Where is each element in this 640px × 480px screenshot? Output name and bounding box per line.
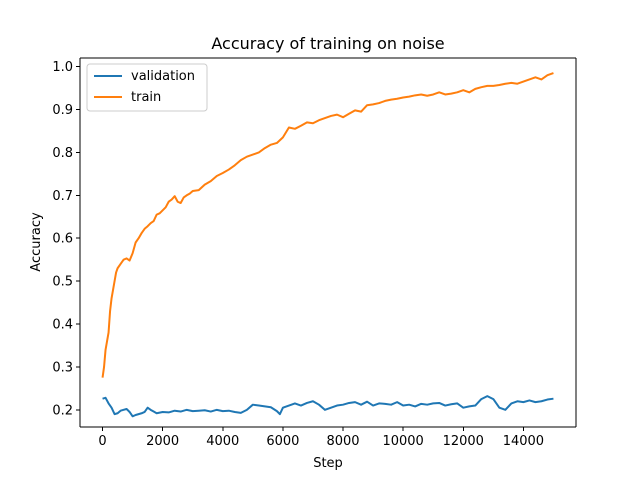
x-tick-label: 8000 [326,434,359,449]
tick-layer: 0 2000 4000 6000 8000 10000 12000 14000 0.2 0.3 0.… [52,60,544,449]
y-tick-label: 0.7 [52,189,73,204]
x-tick-label: 0 [98,434,106,449]
x-axis-label: Step [313,456,343,471]
legend-label-train: train [131,90,161,105]
y-tick-label: 0.8 [52,146,73,161]
chart-title: Accuracy of training on noise [211,34,444,53]
y-tick-label: 1.0 [52,60,73,75]
series-line-train [101,72,554,378]
x-tick-label: 2000 [146,434,179,449]
data-layer [101,72,554,418]
y-tick-label: 0.3 [52,360,73,375]
y-tick-label: 0.6 [52,232,73,247]
y-tick-label: 0.9 [52,103,73,118]
x-tick-label: 10000 [382,434,423,449]
y-axis-label: Accuracy [29,212,44,272]
series-line-validation [102,395,554,418]
x-tick-label: 14000 [503,434,544,449]
y-tick-label: 0.4 [52,318,73,333]
x-tick-label: 4000 [206,434,239,449]
x-tick-label: 6000 [266,434,299,449]
x-tick-label: 12000 [443,434,484,449]
y-tick-label: 0.5 [52,275,73,290]
legend-label-validation: validation [131,69,195,84]
axes-layer [79,57,577,428]
y-tick-label: 0.2 [52,403,73,418]
legend: validation train [86,63,208,112]
